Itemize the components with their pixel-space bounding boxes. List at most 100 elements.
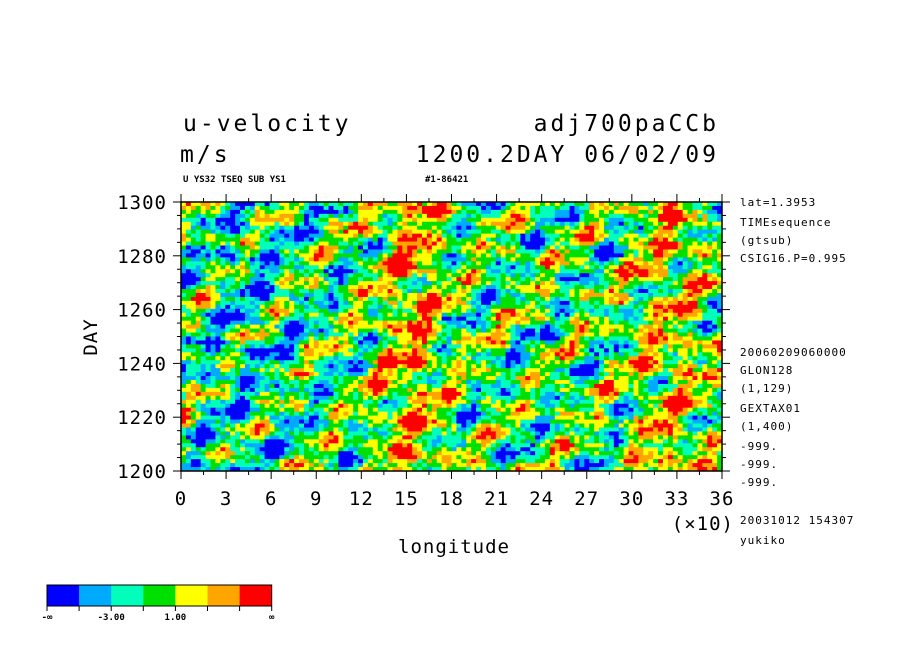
heatmap-cell [343, 376, 349, 381]
heatmap-cell [308, 237, 315, 243]
heatmap-cell [574, 245, 580, 251]
heatmap-cell [530, 360, 536, 365]
heatmap-cell [240, 273, 246, 278]
heatmap-cell [254, 308, 261, 314]
heatmap-cell [549, 328, 556, 334]
heatmap-cell [662, 281, 669, 286]
heatmap-cell [603, 292, 610, 298]
heatmap-cell [466, 221, 472, 227]
heatmap-cell [594, 233, 600, 239]
heatmap-cell [367, 253, 374, 258]
heatmap-cell [431, 304, 438, 310]
heatmap-cell [220, 304, 226, 310]
heatmap-cell [220, 312, 226, 318]
heatmap-cell [407, 356, 413, 361]
heatmap-cell [490, 273, 497, 278]
heatmap-cell [367, 368, 374, 373]
heatmap-cell [402, 292, 408, 298]
heatmap-cell [628, 269, 635, 274]
heatmap-cell [544, 217, 551, 223]
heatmap-cell [249, 213, 256, 219]
heatmap-cell [205, 285, 212, 290]
heatmap-cell [599, 221, 605, 227]
heatmap-cell [367, 348, 374, 353]
heatmap-cell [308, 308, 315, 314]
heatmap-cell [559, 296, 566, 302]
heatmap-cell [348, 245, 354, 251]
heatmap-cell [269, 229, 276, 235]
heatmap-cell [608, 376, 615, 381]
heatmap-cell [254, 273, 261, 278]
heatmap-cell [436, 308, 443, 314]
heatmap-cell [540, 213, 546, 219]
heatmap-cell [712, 312, 718, 318]
heatmap-cell [426, 261, 433, 266]
heatmap-cell [658, 308, 664, 314]
heatmap-cell [540, 356, 546, 361]
heatmap-cell [279, 217, 285, 223]
heatmap-cell [633, 356, 639, 361]
heatmap-cell [554, 261, 561, 266]
heatmap-cell [525, 213, 531, 219]
heatmap-cell [476, 213, 482, 219]
heatmap-cell [215, 368, 221, 373]
heatmap-cell [628, 237, 635, 243]
heatmap-cell [333, 285, 339, 290]
heatmap-cell [495, 364, 502, 369]
heatmap-cell [402, 356, 408, 361]
heatmap-cell [476, 237, 482, 243]
heatmap-cell [333, 233, 339, 239]
heatmap-cell [633, 312, 639, 318]
heatmap-cell [692, 332, 699, 338]
heatmap-cell [658, 312, 664, 318]
heatmap-cell [658, 289, 664, 294]
heatmap-cell [190, 285, 197, 290]
heatmap-cell [333, 304, 339, 310]
heatmap-cell [220, 261, 226, 266]
heatmap-cell [707, 253, 713, 258]
heatmap-cell [407, 273, 413, 278]
heatmap-cell [525, 316, 531, 322]
heatmap-cell [230, 273, 236, 278]
heatmap-cell [579, 364, 585, 369]
heatmap-cell [249, 380, 256, 385]
heatmap-cell [303, 233, 310, 239]
heatmap-cell [318, 344, 325, 349]
heatmap-cell [200, 229, 207, 235]
heatmap-cell [348, 241, 354, 247]
heatmap-cell [318, 277, 325, 282]
heatmap-cell [495, 269, 502, 274]
heatmap-cell [244, 304, 251, 310]
heatmap-cell [377, 221, 384, 227]
heatmap-cell [594, 289, 600, 294]
heatmap-cell [466, 202, 472, 207]
heatmap-cell [717, 209, 722, 215]
heatmap-cell [289, 312, 295, 318]
subtitle-left: U YS32 TSEQ SUB YS1 [183, 175, 286, 185]
heatmap-cell [284, 249, 290, 255]
heatmap-cell [456, 332, 462, 338]
heatmap-cell [343, 312, 349, 318]
heatmap-cell [530, 296, 536, 302]
heatmap-cell [264, 332, 271, 338]
heatmap-cell [618, 308, 625, 314]
heatmap-cell [185, 253, 192, 258]
heatmap-cell [294, 205, 300, 211]
heatmap-cell [579, 237, 585, 243]
heatmap-cell [382, 245, 389, 251]
heatmap-cell [220, 360, 226, 365]
heatmap-cell [387, 364, 394, 369]
heatmap-cell [535, 221, 541, 227]
heatmap-cell [559, 368, 566, 373]
heatmap-cell [328, 320, 335, 326]
heatmap-cell [461, 336, 467, 342]
heatmap-cell [294, 281, 300, 286]
heatmap-cell [643, 356, 649, 361]
heatmap-cell [490, 229, 497, 235]
heatmap-cell [308, 300, 315, 306]
heatmap-cell [589, 308, 595, 314]
heatmap-cell [426, 205, 433, 211]
heatmap-cell [402, 352, 408, 357]
heatmap-cell [510, 285, 517, 290]
heatmap-cell [185, 213, 192, 219]
